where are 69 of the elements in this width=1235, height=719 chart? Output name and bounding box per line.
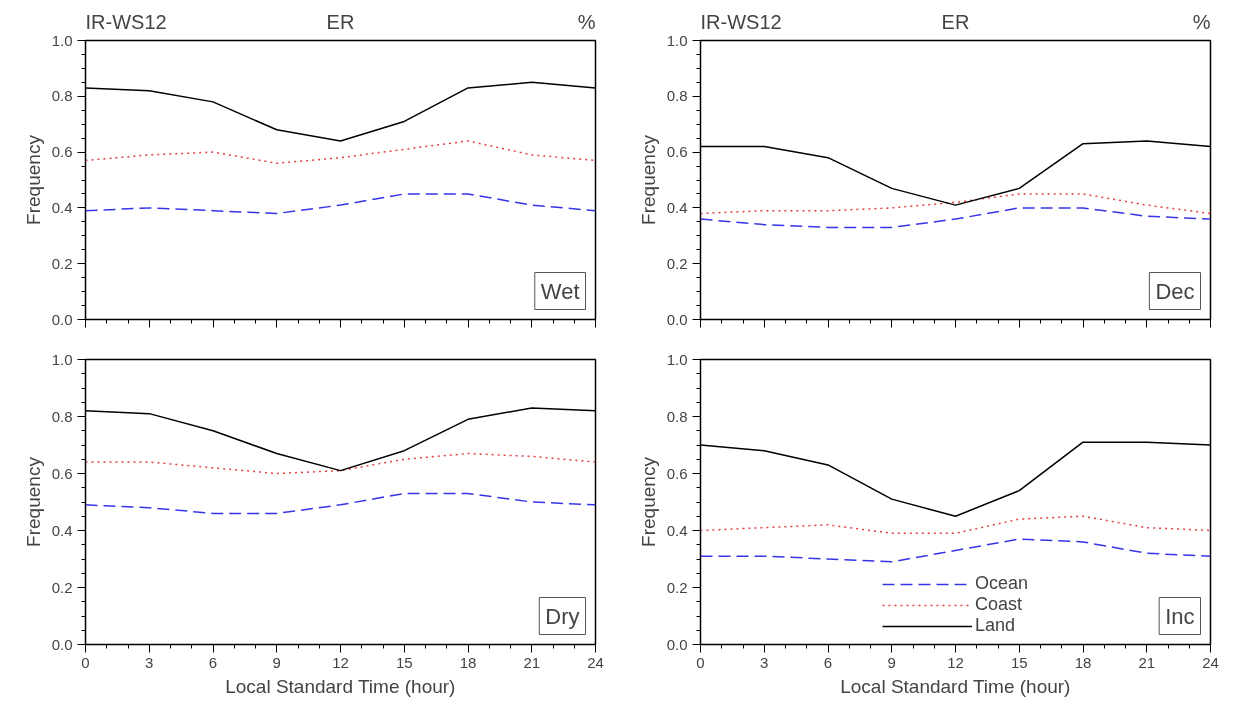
x-tick-label: 21: [1138, 653, 1156, 671]
x-tick-label: 0: [81, 653, 90, 671]
text: IR-WS12: [85, 10, 167, 33]
y-tick-label: 0.2: [666, 578, 688, 596]
x-tick-label: 3: [145, 653, 154, 671]
x-tick-label: 18: [1074, 653, 1092, 671]
y-tick-label: 0.8: [51, 87, 73, 105]
line-series: [700, 538, 1211, 563]
legend-label: Ocean: [974, 573, 1029, 594]
line-series: [700, 515, 1211, 535]
y-tick-label: 0.0: [666, 310, 688, 328]
y-axis-title: Frequency: [637, 456, 659, 547]
x-tick-label: 12: [947, 653, 964, 671]
y-tick-label: 0.0: [666, 635, 688, 653]
line-series: [85, 193, 596, 215]
text: %: [1192, 10, 1211, 33]
x-tick-label: 9: [272, 653, 281, 671]
legend-label: Coast: [974, 594, 1023, 615]
line-series: [700, 193, 1211, 215]
y-tick-label: 0.2: [51, 578, 73, 596]
y-tick-label: 0.0: [51, 310, 73, 328]
y-tick-label: 0.6: [51, 143, 73, 161]
annotation: Dec: [1155, 278, 1195, 304]
y-tick-label: 0.0: [51, 635, 73, 653]
annotation: Inc: [1165, 603, 1195, 629]
y-tick-label: 0.2: [51, 254, 73, 272]
annotation: Dry: [545, 603, 580, 629]
y-tick-label: 1.0: [51, 31, 73, 49]
y-tick-label: 0.4: [51, 521, 73, 539]
x-tick-label: 18: [459, 653, 477, 671]
text: %: [577, 10, 596, 33]
y-tick-label: 1.0: [666, 350, 688, 368]
x-tick-label: 21: [523, 653, 541, 671]
x-tick-label: 24: [1202, 653, 1219, 671]
y-tick-label: 0.6: [666, 143, 688, 161]
y-axis-title: Frequency: [637, 134, 659, 225]
legend-label: Land: [974, 615, 1016, 636]
text: IR-WS12: [700, 10, 782, 33]
y-tick-label: 0.4: [51, 198, 73, 216]
x-tick-label: 9: [887, 653, 896, 671]
x-axis-title: Local Standard Time (hour): [225, 675, 456, 697]
y-tick-label: 0.6: [666, 464, 688, 482]
chart-title: ER: [941, 10, 970, 33]
y-tick-label: 0.8: [666, 407, 688, 425]
y-tick-label: 0.8: [666, 87, 688, 105]
y-axis-title: Frequency: [22, 134, 44, 225]
line-series: [85, 452, 596, 475]
line-series: [700, 207, 1211, 229]
x-tick-label: 15: [1010, 653, 1028, 671]
line-series: [85, 140, 596, 165]
x-tick-label: 15: [395, 653, 413, 671]
y-tick-label: 1.0: [51, 350, 73, 368]
x-tick-label: 6: [823, 653, 833, 671]
line-series: [85, 492, 596, 515]
chart-title: ER: [326, 10, 355, 33]
y-axis-title: Frequency: [22, 456, 44, 547]
y-tick-label: 1.0: [666, 31, 688, 49]
annotation: Wet: [540, 278, 580, 304]
x-tick-label: 24: [587, 653, 604, 671]
y-tick-label: 0.8: [51, 407, 73, 425]
y-tick-label: 0.2: [666, 254, 688, 272]
x-tick-label: 12: [332, 653, 349, 671]
x-axis-title: Local Standard Time (hour): [840, 675, 1071, 697]
x-tick-label: 0: [696, 653, 705, 671]
y-tick-label: 0.4: [666, 521, 688, 539]
x-tick-label: 3: [760, 653, 769, 671]
x-tick-label: 6: [208, 653, 218, 671]
y-tick-label: 0.6: [51, 464, 73, 482]
y-tick-label: 0.4: [666, 198, 688, 216]
